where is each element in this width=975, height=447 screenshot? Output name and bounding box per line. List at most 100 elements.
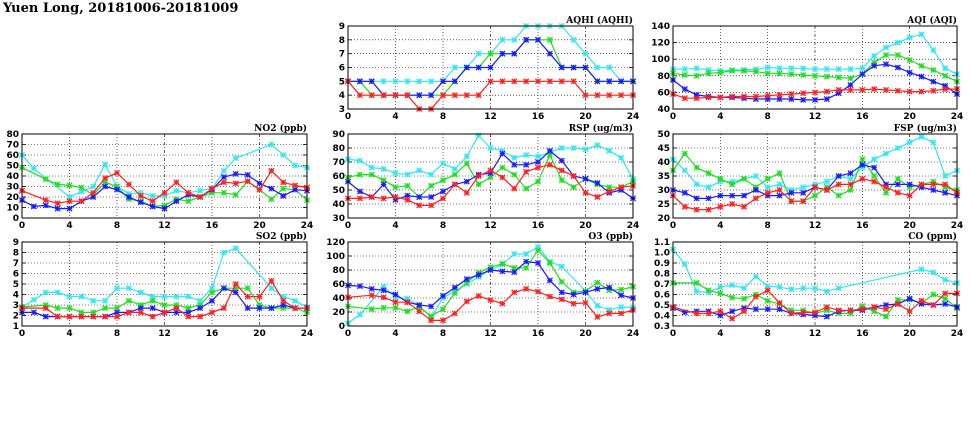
data-point <box>594 64 601 71</box>
data-point <box>499 78 506 85</box>
data-point <box>693 195 700 202</box>
data-point <box>729 294 736 301</box>
data-point <box>823 186 830 194</box>
data-point <box>380 92 387 99</box>
x-tick-label: 20 <box>253 221 266 231</box>
data-point <box>894 39 901 46</box>
data-point <box>594 313 601 320</box>
data-point <box>487 297 494 304</box>
data-point <box>392 291 399 298</box>
data-point <box>582 299 589 306</box>
data-point <box>546 78 553 85</box>
data-point <box>149 305 156 312</box>
data-point <box>776 170 783 177</box>
y-tick-label: 8 <box>13 249 19 259</box>
data-point <box>859 175 866 182</box>
data-point <box>244 305 251 312</box>
data-point <box>380 304 387 311</box>
data-point <box>499 300 506 307</box>
data-point <box>534 36 542 43</box>
data-point <box>511 161 518 168</box>
data-point <box>244 171 251 178</box>
chart-title: CO (ppm) <box>908 231 957 242</box>
data-point <box>705 70 712 77</box>
x-tick-label: 8 <box>765 221 771 231</box>
data-point <box>125 297 132 304</box>
data-point <box>835 86 842 93</box>
x-tick-label: 4 <box>392 329 398 339</box>
x-tick-label: 0 <box>345 221 351 231</box>
data-point <box>392 92 399 99</box>
data-point <box>906 69 913 76</box>
data-point <box>102 305 109 312</box>
x-tick-label: 12 <box>484 329 497 339</box>
y-tick-label: 40 <box>332 200 345 210</box>
plot-frame <box>347 241 634 327</box>
y-tick-label: 100 <box>651 55 670 65</box>
data-point <box>859 86 866 93</box>
series-blue <box>344 147 637 203</box>
x-tick-label: 16 <box>532 329 545 339</box>
data-point <box>811 184 819 191</box>
data-point <box>54 181 61 188</box>
data-point <box>197 193 204 201</box>
series-red <box>18 277 311 320</box>
data-point <box>705 310 712 317</box>
data-point <box>811 66 819 73</box>
o3-chart: 0 20 40 60 80 100 120 0 4 8 12 16 20 24 O3 (ppb) <box>326 231 639 339</box>
data-point <box>404 196 411 203</box>
data-point <box>42 305 49 312</box>
data-point <box>380 294 387 301</box>
data-point <box>137 192 144 199</box>
data-point <box>292 305 299 312</box>
data-point <box>185 293 192 300</box>
data-point <box>729 315 736 322</box>
data-point <box>268 277 275 284</box>
y-tick-label: 35 <box>657 172 670 182</box>
data-point <box>54 205 61 212</box>
data-point <box>185 189 192 196</box>
data-point <box>280 297 287 304</box>
data-point <box>681 150 688 157</box>
data-point <box>546 277 553 284</box>
data-point <box>523 285 530 292</box>
data-point <box>764 70 771 77</box>
data-point <box>823 313 830 320</box>
data-point <box>681 71 688 78</box>
data-point <box>764 189 771 196</box>
chart-title: SO2 (ppb) <box>256 231 307 242</box>
x-tick-label: 4 <box>392 112 398 122</box>
data-point <box>356 311 363 318</box>
data-point <box>232 170 239 177</box>
y-tick-label: 60 <box>332 280 345 290</box>
data-point <box>451 181 458 188</box>
data-point <box>256 186 263 193</box>
data-point <box>392 193 399 201</box>
data-point <box>681 167 688 174</box>
data-point <box>232 280 239 288</box>
data-point <box>185 313 192 320</box>
fsp-chart: 20 25 30 35 40 45 50 0 4 8 12 16 20 24 FSP (ug/m3) <box>657 123 963 231</box>
data-point <box>882 44 890 51</box>
data-point <box>451 92 458 99</box>
series-red <box>669 86 961 102</box>
data-point <box>558 64 565 71</box>
data-point <box>930 186 937 194</box>
data-point <box>729 282 736 289</box>
data-point <box>149 297 156 304</box>
y-tick-label: 80 <box>6 130 19 140</box>
data-point <box>451 290 458 297</box>
series-red <box>344 161 637 209</box>
data-point <box>582 92 589 99</box>
data-point <box>906 139 913 146</box>
data-point <box>693 288 700 295</box>
series-blue <box>344 36 637 99</box>
x-tick-label: 16 <box>532 112 545 122</box>
data-point <box>859 65 866 72</box>
x-tick-label: 8 <box>114 221 120 231</box>
data-point <box>173 293 180 300</box>
data-point <box>800 198 807 205</box>
data-point <box>102 313 109 320</box>
y-tick-label: 10 <box>6 204 19 214</box>
data-point <box>292 162 299 169</box>
